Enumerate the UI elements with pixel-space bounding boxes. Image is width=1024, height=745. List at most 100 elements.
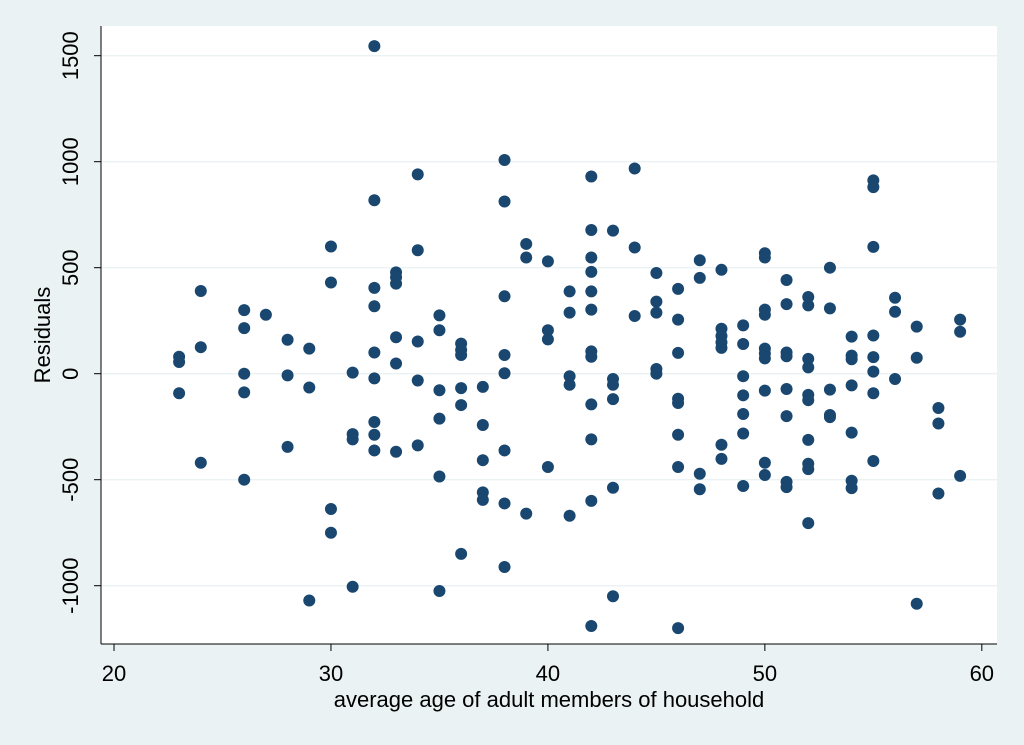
data-point <box>238 322 251 335</box>
data-point <box>585 303 598 316</box>
data-point <box>476 493 489 506</box>
data-point <box>672 346 685 359</box>
data-point <box>780 350 793 363</box>
data-point <box>476 380 489 393</box>
data-point <box>585 619 598 632</box>
data-point <box>823 302 836 315</box>
data-point <box>650 266 663 279</box>
data-point <box>889 305 902 318</box>
data-point <box>780 410 793 423</box>
data-point <box>346 433 359 446</box>
data-point <box>498 561 511 574</box>
data-point <box>411 374 424 387</box>
data-point <box>238 473 251 486</box>
data-point <box>238 304 251 317</box>
data-point <box>802 299 815 312</box>
data-point <box>585 350 598 363</box>
data-point <box>650 295 663 308</box>
data-point <box>758 308 771 321</box>
data-point <box>802 394 815 407</box>
data-point <box>498 367 511 380</box>
y-tick-label: 500 <box>58 249 83 286</box>
data-point <box>845 379 858 392</box>
data-point <box>758 384 771 397</box>
data-point <box>867 329 880 342</box>
data-point <box>303 381 316 394</box>
data-point <box>433 412 446 425</box>
data-point <box>715 452 728 465</box>
data-point <box>910 351 923 364</box>
data-point <box>498 444 511 457</box>
data-point <box>585 265 598 278</box>
data-point <box>607 224 619 237</box>
data-point <box>823 411 836 424</box>
data-point <box>433 309 446 322</box>
data-point <box>281 369 294 382</box>
data-point <box>411 168 424 181</box>
data-point <box>563 378 576 391</box>
data-point <box>650 367 663 380</box>
data-point <box>194 285 207 298</box>
data-point <box>585 170 598 183</box>
data-point <box>693 271 706 284</box>
data-point <box>607 481 619 494</box>
y-tick-label: 1500 <box>58 31 83 80</box>
data-point <box>672 282 685 295</box>
data-point <box>324 502 337 515</box>
data-point <box>520 251 533 264</box>
data-point <box>693 467 706 480</box>
data-point <box>455 349 468 362</box>
data-point <box>520 507 533 520</box>
data-point <box>498 153 511 166</box>
data-point <box>433 470 446 483</box>
data-point <box>737 389 750 402</box>
data-point <box>823 383 836 396</box>
data-point <box>758 469 771 482</box>
data-point <box>585 223 598 236</box>
data-point <box>194 341 207 354</box>
data-point <box>498 290 511 303</box>
data-point <box>737 338 750 351</box>
data-point <box>672 622 685 635</box>
data-point <box>802 290 815 303</box>
data-point <box>281 333 294 346</box>
data-point <box>628 241 641 254</box>
data-point <box>715 341 728 354</box>
data-point <box>607 590 619 603</box>
data-point <box>303 342 316 355</box>
data-point <box>238 367 251 380</box>
x-axis-ticks: 20 30 40 50 60 <box>102 644 994 686</box>
data-point <box>758 456 771 469</box>
grid-lines <box>101 55 997 587</box>
data-point <box>628 162 641 175</box>
data-point <box>368 194 381 207</box>
data-point <box>346 366 359 379</box>
data-point <box>541 324 554 337</box>
data-point <box>823 261 836 274</box>
data-point <box>867 240 880 253</box>
data-point <box>932 402 945 415</box>
data-point <box>932 487 945 500</box>
data-point <box>867 455 880 468</box>
data-point <box>845 330 858 343</box>
data-point <box>737 480 750 493</box>
data-point <box>585 494 598 507</box>
data-point <box>672 313 685 326</box>
y-tick-label: -500 <box>58 458 83 502</box>
data-point <box>607 378 619 391</box>
data-point <box>173 387 186 400</box>
data-point <box>390 445 403 458</box>
data-point <box>780 298 793 311</box>
data-point <box>954 325 967 338</box>
data-point <box>780 382 793 395</box>
data-point <box>173 356 186 369</box>
data-point <box>867 365 880 378</box>
data-point <box>303 594 316 607</box>
data-point <box>715 263 728 276</box>
y-tick-label: 0 <box>58 368 83 380</box>
data-point <box>693 254 706 267</box>
data-point <box>932 417 945 430</box>
data-point <box>390 331 403 344</box>
data-point <box>563 509 576 522</box>
data-point <box>650 306 663 319</box>
